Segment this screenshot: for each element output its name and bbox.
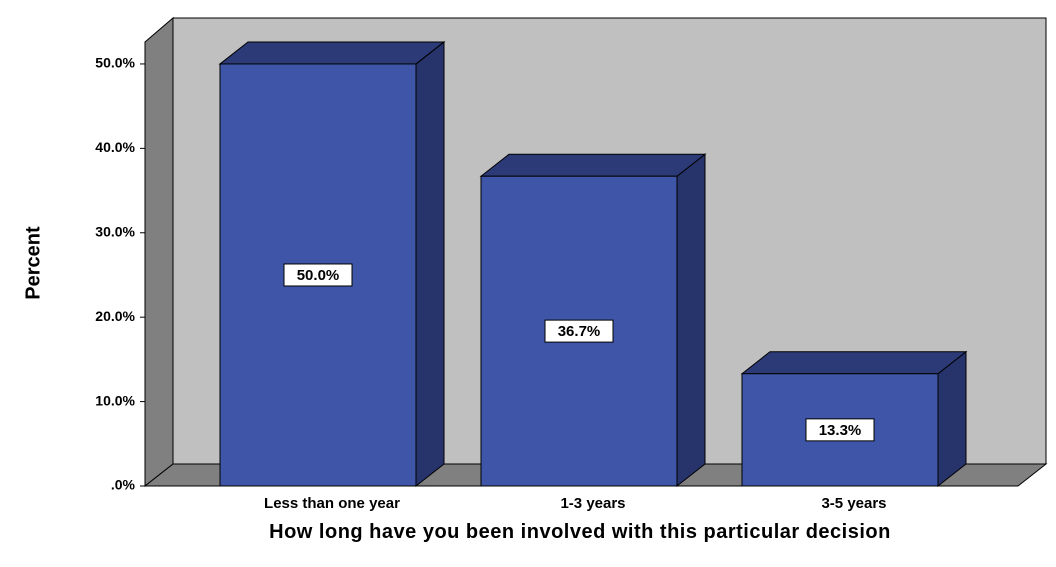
- y-tick-label: 30.0%: [95, 223, 135, 239]
- bar-top: [740, 351, 968, 375]
- value-label: 50.0%: [297, 267, 340, 284]
- value-label: 13.3%: [819, 422, 862, 439]
- value-label-box: [544, 319, 614, 343]
- y-tick-label: 50.0%: [95, 55, 135, 71]
- bar-top: [479, 153, 707, 177]
- value-label-box: [283, 263, 353, 287]
- value-label: 36.7%: [558, 323, 601, 340]
- value-label-box: [805, 418, 875, 442]
- y-tick-label: 40.0%: [95, 139, 135, 155]
- y-axis-label: Percent: [22, 226, 44, 300]
- left-wall: [144, 16, 174, 488]
- y-tick-label: 20.0%: [95, 308, 135, 324]
- y-tick-label: 10.0%: [95, 392, 135, 408]
- x-tick-label: 3-5 years: [821, 495, 886, 512]
- x-axis-label: How long have you been involved with thi…: [269, 521, 891, 543]
- x-tick-label: Less than one year: [264, 495, 400, 512]
- bar-top: [218, 41, 446, 65]
- x-tick-label: 1-3 years: [560, 495, 625, 512]
- bar-side: [937, 350, 967, 488]
- bar-side: [676, 153, 706, 488]
- y-tick-label: .0%: [111, 477, 136, 493]
- bar-side: [415, 40, 445, 488]
